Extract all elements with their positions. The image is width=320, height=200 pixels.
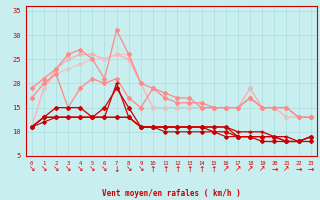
Text: ↘: ↘: [41, 164, 47, 173]
Text: ↘: ↘: [101, 164, 108, 173]
Text: ↗: ↗: [247, 164, 253, 173]
Text: ↘: ↘: [89, 164, 96, 173]
Text: Vent moyen/en rafales ( km/h ): Vent moyen/en rafales ( km/h ): [102, 189, 241, 198]
Text: ↗: ↗: [223, 164, 229, 173]
Text: ↘: ↘: [125, 164, 132, 173]
Text: ↑: ↑: [198, 164, 205, 173]
Text: ↑: ↑: [211, 164, 217, 173]
Text: ↗: ↗: [259, 164, 265, 173]
Text: ↗: ↗: [283, 164, 290, 173]
Text: →: →: [295, 164, 302, 173]
Text: →: →: [271, 164, 277, 173]
Text: ↑: ↑: [186, 164, 193, 173]
Text: ↗: ↗: [235, 164, 241, 173]
Text: ↘: ↘: [53, 164, 59, 173]
Text: ↑: ↑: [150, 164, 156, 173]
Text: ↘: ↘: [65, 164, 71, 173]
Text: ↘: ↘: [77, 164, 84, 173]
Text: ↑: ↑: [162, 164, 168, 173]
Text: ↘: ↘: [28, 164, 35, 173]
Text: ↓: ↓: [113, 164, 120, 173]
Text: ↑: ↑: [174, 164, 180, 173]
Text: →: →: [308, 164, 314, 173]
Text: ↘: ↘: [138, 164, 144, 173]
